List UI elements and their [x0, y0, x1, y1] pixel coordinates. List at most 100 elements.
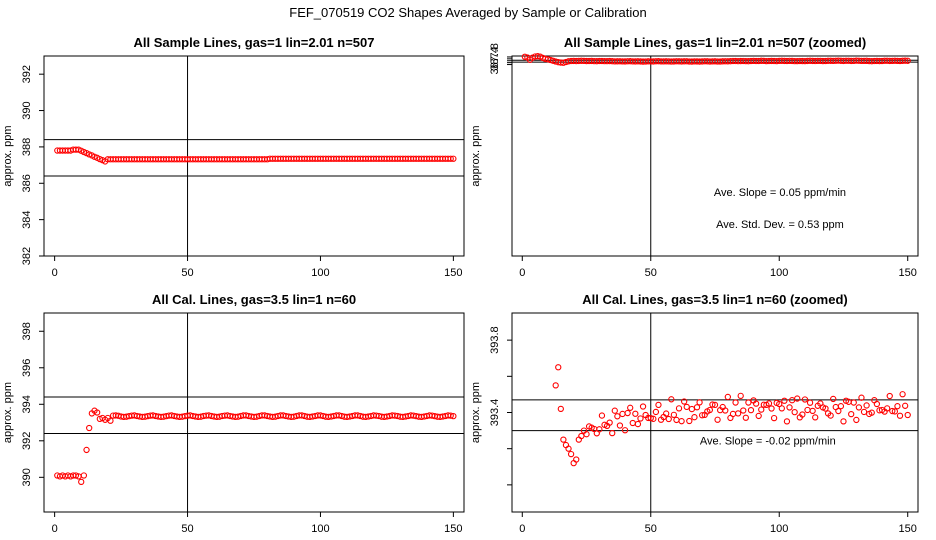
y-tick-label: 396 — [21, 359, 33, 377]
data-point — [714, 416, 721, 423]
data-point — [891, 408, 899, 415]
stat-annotation: Ave. Std. Dev. = 0.53 ppm — [716, 219, 844, 231]
y-tick-label: 390 — [21, 101, 33, 119]
figure-title: FEF_070519 CO2 Shapes Averaged by Sample… — [289, 5, 647, 20]
data-point — [809, 407, 816, 415]
data-point — [804, 406, 811, 414]
y-tick-label: 394 — [21, 395, 33, 413]
data-point — [799, 411, 806, 418]
data-point — [740, 407, 747, 414]
data-point — [567, 450, 575, 458]
data-point — [709, 401, 716, 408]
panel-1: All Sample Lines, gas=1 lin=2.01 n=507 0 5… — [2, 35, 465, 279]
x-tick-label: 150 — [444, 267, 462, 279]
data-point — [637, 415, 644, 422]
data-point — [447, 412, 454, 419]
data-point — [770, 414, 778, 422]
y-tick-label: 393.8 — [489, 326, 501, 354]
panel-title: All Sample Lines, gas=1 lin=2.01 n=507 (… — [564, 35, 866, 50]
panel-3: All Cal. Lines, gas=3.5 lin=1 n=60 0 50 100… — [2, 292, 465, 535]
data-point — [673, 416, 680, 424]
data-point — [840, 418, 847, 425]
data-point — [696, 399, 703, 406]
data-point — [596, 426, 603, 433]
data-point — [830, 395, 837, 403]
data-point — [786, 404, 793, 411]
data-point — [806, 399, 814, 406]
data-point — [755, 412, 762, 420]
data-point — [686, 417, 693, 425]
data-point — [699, 412, 706, 419]
x-tick-label: 0 — [519, 523, 525, 535]
data-point — [555, 364, 562, 371]
data-point — [107, 417, 114, 424]
x-tick-label: 100 — [770, 523, 788, 535]
data-point — [565, 445, 572, 452]
data-point — [655, 401, 662, 409]
data-point — [560, 436, 567, 443]
data-point — [711, 401, 719, 409]
x-tick-label: 0 — [52, 267, 58, 279]
x-tick-label: 100 — [311, 523, 329, 535]
data-point — [886, 392, 893, 400]
panel-4: All Cal. Lines, gas=3.5 lin=1 n=60 (zoom… — [470, 292, 919, 535]
data-point — [768, 405, 775, 412]
data-point — [835, 407, 842, 415]
data-point — [80, 472, 88, 479]
data-point — [837, 403, 845, 410]
data-point — [724, 393, 731, 401]
x-tick-label: 100 — [311, 267, 329, 279]
data-point — [894, 403, 901, 410]
data-point — [665, 415, 672, 423]
data-point — [83, 446, 90, 454]
data-point — [632, 410, 639, 417]
plot-frame — [43, 312, 465, 513]
y-axis-label: approx. ppm — [470, 382, 482, 443]
data-point — [902, 402, 909, 409]
data-point — [765, 400, 773, 407]
data-point — [706, 406, 714, 414]
plot-frame — [511, 55, 919, 257]
data-point — [639, 403, 647, 410]
data-point — [858, 394, 865, 401]
data-point — [801, 396, 809, 403]
data-point — [734, 410, 742, 417]
data-point — [850, 399, 857, 406]
data-point — [609, 429, 616, 437]
data-point — [552, 382, 559, 389]
data-point — [783, 418, 791, 425]
x-tick-label: 50 — [181, 267, 193, 279]
data-point — [758, 406, 765, 413]
y-tick-label: 392 — [21, 65, 33, 83]
y-tick-label: 390 — [21, 468, 33, 486]
data-point — [853, 416, 860, 424]
data-point — [693, 404, 701, 411]
data-point — [681, 398, 688, 405]
data-point — [742, 414, 749, 421]
data-point — [557, 405, 564, 413]
data-point — [860, 408, 868, 416]
data-point — [904, 411, 911, 419]
y-tick-label: 386 — [21, 174, 33, 192]
data-point — [688, 405, 696, 413]
data-point — [691, 414, 698, 421]
data-point — [634, 420, 642, 428]
y-axis-label: approx. ppm — [470, 125, 482, 186]
data-point — [614, 413, 621, 420]
panel-title: All Cal. Lines, gas=3.5 lin=1 n=60 — [152, 292, 356, 307]
data-point — [747, 406, 755, 414]
data-point — [904, 57, 911, 64]
data-point — [752, 400, 760, 407]
data-point — [722, 407, 729, 414]
data-point — [670, 411, 678, 419]
data-point — [678, 418, 685, 425]
plot-frame — [511, 312, 919, 513]
data-point — [889, 407, 896, 415]
data-point — [447, 155, 454, 162]
data-point — [778, 405, 785, 412]
x-tick-label: 50 — [181, 523, 193, 535]
x-tick-label: 50 — [645, 267, 657, 279]
panel-title: All Cal. Lines, gas=3.5 lin=1 n=60 (zoom… — [582, 292, 848, 307]
